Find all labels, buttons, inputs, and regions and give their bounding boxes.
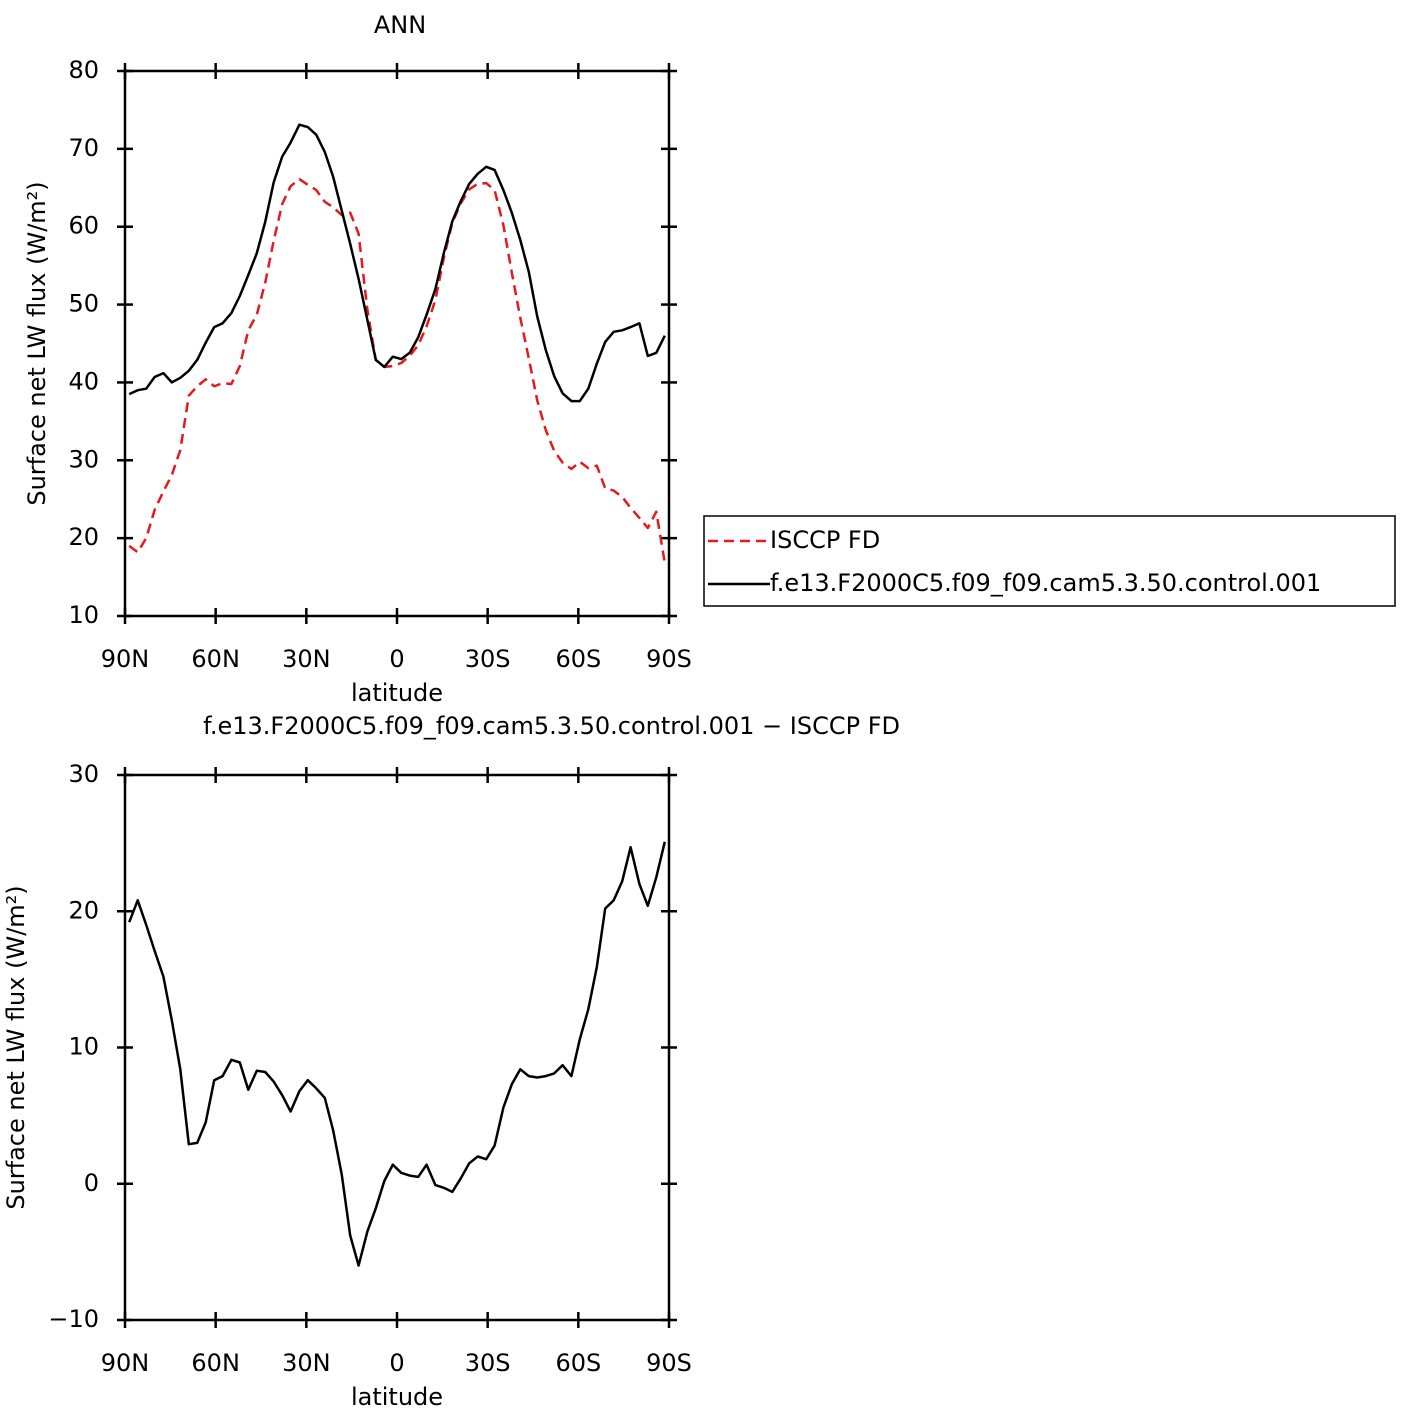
x-tick-label: 60N [191, 1349, 240, 1377]
x-tick-label: 60S [555, 1349, 601, 1377]
x-tick-label: 90S [646, 1349, 692, 1377]
plot-frame [123, 773, 671, 1322]
y-tick-label: 70 [68, 134, 99, 162]
y-tick-label: 10 [68, 601, 99, 629]
x-tick-label: 90S [646, 645, 692, 673]
y-tick-label: −10 [48, 1305, 99, 1333]
legend-label: ISCCP FD [770, 526, 880, 554]
chart-title: f.e13.F2000C5.f09_f09.cam5.3.50.control.… [203, 712, 900, 740]
data-line [128, 177, 667, 564]
y-tick-label: 20 [68, 523, 99, 551]
x-tick-label: 30N [282, 645, 331, 673]
x-tick-label: 90N [101, 645, 150, 673]
legend-box [703, 515, 1396, 607]
y-tick-label: 80 [68, 56, 99, 84]
x-axis-label: latitude [351, 1383, 443, 1411]
y-tick-label: 10 [68, 1033, 99, 1061]
y-axis-label: Surface net LW flux (W/m²) [2, 885, 30, 1209]
x-tick-label: 30N [282, 1349, 331, 1377]
x-tick-label: 60N [191, 645, 240, 673]
x-tick-label: 0 [389, 1349, 404, 1377]
x-tick-label: 60S [555, 645, 601, 673]
x-axis-label: latitude [351, 679, 443, 707]
y-tick-label: 60 [68, 212, 99, 240]
y-tick-label: 40 [68, 367, 99, 395]
x-tick-label: 0 [389, 645, 404, 673]
y-tick-label: 20 [68, 896, 99, 924]
y-tick-label: 30 [68, 445, 99, 473]
y-tick-label: 0 [84, 1169, 99, 1197]
data-line [128, 123, 666, 403]
legend-label: f.e13.F2000C5.f09_f09.cam5.3.50.control.… [770, 569, 1321, 597]
x-tick-label: 30S [465, 1349, 511, 1377]
x-tick-label: 30S [465, 645, 511, 673]
x-tick-label: 90N [101, 1349, 150, 1377]
chart-title: ANN [374, 11, 426, 39]
y-tick-label: 30 [68, 760, 99, 788]
y-tick-label: 50 [68, 290, 99, 318]
y-axis-label: Surface net LW flux (W/m²) [23, 181, 51, 505]
data-line [128, 841, 667, 1267]
